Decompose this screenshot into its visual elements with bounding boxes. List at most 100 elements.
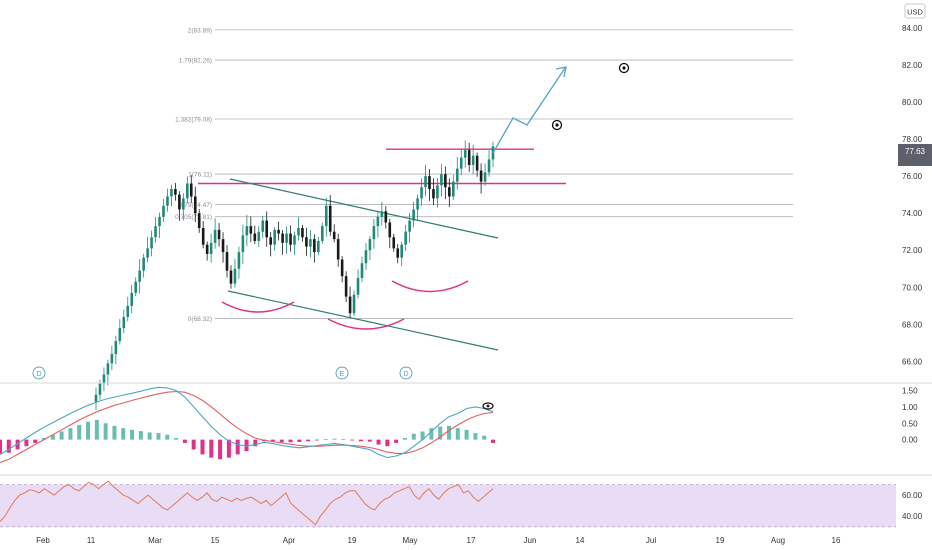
projection-arrowhead	[555, 66, 567, 78]
candle-body	[241, 235, 245, 253]
macd-tick: 1.00	[902, 403, 918, 412]
candle-body	[475, 155, 479, 171]
candle-body	[400, 244, 403, 258]
cup-arcs	[221, 280, 469, 330]
macd-histogram-bar	[182, 439, 187, 443]
candle-body	[313, 239, 316, 253]
macd-histogram-bar	[455, 428, 460, 440]
macd-pane[interactable]	[0, 386, 495, 464]
candle-body	[289, 233, 292, 245]
candle-body	[368, 239, 372, 251]
trendlines	[227, 178, 499, 351]
price-axis[interactable]: 84.00 82.00 80.00 78.00 76.00 74.00 72.00 70.00…	[902, 24, 923, 367]
candle-body	[142, 257, 145, 271]
signal-line	[0, 390, 494, 464]
time-axis[interactable]: Feb 11 Mar 15 Apr 19 May 17 Jun 14 Jul 19 Aug 16	[36, 536, 841, 545]
macd-tick: 0.00	[902, 436, 918, 445]
macd-histogram-bar	[15, 439, 20, 450]
candle-body	[452, 181, 455, 197]
macd-histogram-bar	[147, 432, 152, 440]
candle-body	[448, 187, 451, 197]
candle-body	[479, 170, 483, 182]
candle-body	[352, 294, 356, 314]
rsi-pane[interactable]	[0, 480, 896, 528]
candle-body	[94, 394, 98, 403]
time-tick: 15	[211, 536, 220, 545]
macd-histogram-bar	[491, 439, 495, 443]
macd-histogram-bar	[473, 433, 478, 440]
target-marker-2[interactable]	[551, 119, 563, 131]
macd-histogram-bar	[50, 434, 55, 440]
candle-body	[106, 363, 110, 375]
macd-histogram-bar	[402, 438, 407, 440]
candle-body	[455, 168, 459, 182]
price-tick: 70.00	[902, 283, 923, 292]
macd-histogram-bar	[77, 424, 82, 440]
macd-histogram-bar	[420, 431, 425, 440]
candle-body	[269, 237, 272, 245]
price-tick: 82.00	[902, 61, 923, 70]
event-marker[interactable]	[32, 366, 46, 380]
upper-trendline	[229, 178, 499, 239]
macd-histogram-bar	[130, 429, 135, 440]
macd-histogram-bar	[429, 428, 434, 440]
target-marker-1[interactable]	[618, 62, 630, 74]
macd-tick: 1.50	[902, 387, 918, 396]
time-tick: Apr	[283, 536, 296, 545]
candle-body	[110, 354, 114, 364]
price-tick: 84.00	[902, 24, 923, 33]
event-marker[interactable]	[399, 366, 413, 380]
macd-tick: 0.50	[902, 419, 918, 428]
fib-label: 1(76.11)	[188, 172, 212, 179]
fib-label: 1.382(79.08)	[175, 117, 212, 124]
candle-body	[229, 270, 233, 284]
candle-body	[154, 226, 157, 238]
fib-label: 1.79(82.26)	[179, 58, 212, 65]
candle-body	[444, 174, 447, 188]
macd-histogram-bar	[6, 439, 11, 453]
candle-body	[178, 194, 181, 210]
candle-body	[328, 205, 332, 232]
macd-histogram-bar	[323, 438, 328, 440]
price-pane[interactable]: 2(83.89) 1.79(82.26) 1.382(79.08) 1(76.11) 0…	[32, 27, 793, 411]
candle-body	[257, 231, 261, 241]
arc-middle	[327, 318, 405, 330]
candle-body	[205, 244, 209, 254]
candle-body	[309, 239, 312, 247]
macd-axis[interactable]: 1.50 1.00 0.50 0.00	[902, 387, 918, 445]
rsi-axis[interactable]: 60.00 40.00	[902, 491, 923, 521]
eye-icon[interactable]	[482, 402, 494, 410]
macd-histogram-bar	[165, 434, 170, 440]
macd-histogram-bar	[200, 439, 205, 455]
macd-histogram-bar	[411, 433, 416, 440]
candle-body	[273, 229, 276, 245]
candle-body	[158, 216, 161, 227]
lower-trendline	[227, 290, 499, 351]
candle-body	[436, 185, 439, 199]
macd-histogram-bar	[209, 439, 214, 458]
macd-histogram-bar	[42, 438, 47, 440]
macd-histogram-bar	[314, 439, 319, 441]
macd-histogram-bar	[138, 431, 143, 440]
candle-body	[459, 157, 463, 169]
macd-line	[0, 386, 494, 459]
currency-badge[interactable]: USD	[904, 3, 926, 19]
candle-body	[225, 252, 229, 271]
time-tick: 11	[87, 536, 96, 545]
event-marker[interactable]	[335, 366, 349, 380]
candle-body	[221, 239, 225, 253]
candle-body	[372, 226, 376, 240]
macd-histogram-bar	[332, 438, 337, 440]
candle-body	[166, 196, 169, 206]
macd-histogram-bar	[306, 439, 311, 442]
macd-histogram-bar	[358, 439, 363, 442]
candle-body	[408, 220, 411, 232]
macd-histogram-bar	[103, 423, 108, 440]
candle-body	[428, 176, 431, 190]
rsi-tick: 60.00	[902, 491, 923, 500]
candle-body	[186, 183, 189, 199]
fib-label: 0.705(73.81)	[175, 214, 212, 221]
candlesticks	[94, 140, 495, 411]
